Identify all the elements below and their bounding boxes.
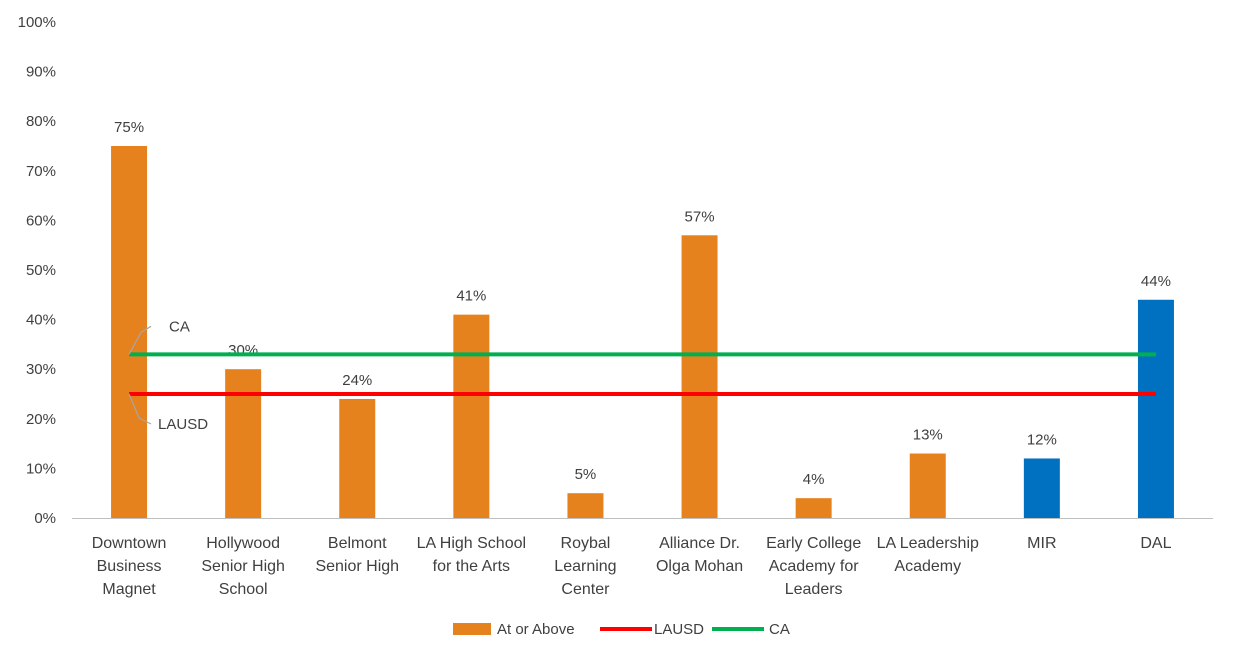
bar <box>909 453 946 518</box>
data-label: 44% <box>1141 273 1171 290</box>
category-label-line: LA Leadership <box>877 535 979 552</box>
data-label: 30% <box>228 342 258 359</box>
category-label-line: Center <box>561 581 610 598</box>
category-label-line: for the Arts <box>433 558 510 575</box>
data-label: 41% <box>456 288 486 305</box>
y-tick-label: 80% <box>26 113 56 130</box>
ca-callout-label: CA <box>169 318 190 335</box>
legend-swatch-at-or-above <box>453 623 491 635</box>
y-tick-label: 30% <box>26 361 56 378</box>
y-tick-label: 70% <box>26 163 56 180</box>
category-label-line: School <box>219 581 268 598</box>
reference-lines: CA LAUSD <box>128 318 1156 433</box>
bar <box>681 235 718 518</box>
y-tick-label: 40% <box>26 312 56 329</box>
category-label: Alliance Dr. Olga Mohan <box>656 535 743 575</box>
y-tick-label: 60% <box>26 212 56 229</box>
category-label-line: Academy <box>894 558 961 575</box>
category-label-line: MIR <box>1027 535 1056 552</box>
y-tick-label: 20% <box>26 411 56 428</box>
category-label: LA Leadership Academy <box>877 535 979 575</box>
category-label-line: Roybal <box>561 535 611 552</box>
legend-label: CA <box>769 621 790 638</box>
category-label: MIR <box>1027 535 1056 552</box>
bar <box>339 398 376 518</box>
category-label: Hollywood Senior High School <box>201 535 285 598</box>
category-label-line: Early College <box>766 535 861 552</box>
lausd-callout-leader <box>128 393 152 425</box>
category-label-line: Learning <box>554 558 616 575</box>
data-label: 4% <box>803 471 825 488</box>
category-label: Early College Academy for Leaders <box>766 535 861 598</box>
y-tick-label: 0% <box>34 510 56 527</box>
bar <box>795 498 832 518</box>
bar <box>1137 299 1174 518</box>
data-labels: 75% 30% 24% 41% 5% 57% 4% 13% 12% 44% <box>114 119 1171 488</box>
legend-label: LAUSD <box>654 621 704 638</box>
y-tick-label: 50% <box>26 262 56 279</box>
category-label-line: Senior High <box>315 558 399 575</box>
y-tick-label: 10% <box>26 460 56 477</box>
category-label: DAL <box>1140 535 1171 552</box>
category-label: Belmont Senior High <box>315 535 399 575</box>
category-label: Downtown Business Magnet <box>92 535 167 598</box>
category-label-line: Senior High <box>201 558 285 575</box>
category-label-line: Olga Mohan <box>656 558 743 575</box>
bar <box>567 493 604 518</box>
data-label: 24% <box>342 372 372 389</box>
lausd-callout-label: LAUSD <box>158 416 208 433</box>
category-label-line: Leaders <box>785 581 843 598</box>
category-label-line: Hollywood <box>206 535 280 552</box>
data-label: 57% <box>685 208 715 225</box>
bar <box>225 369 262 518</box>
category-label-line: Academy for <box>769 558 859 575</box>
data-label: 13% <box>913 427 943 444</box>
category-label: Roybal Learning Center <box>554 535 616 598</box>
category-label-line: LA High School <box>417 535 526 552</box>
data-label: 12% <box>1027 431 1057 448</box>
bars <box>111 146 1174 518</box>
y-tick-label: 100% <box>18 14 56 31</box>
bar <box>1023 458 1060 518</box>
legend: At or Above LAUSD CA <box>453 621 790 638</box>
category-label-line: Business <box>97 558 162 575</box>
ca-callout-leader <box>128 325 152 355</box>
x-axis: Downtown Business Magnet Hollywood Senior Hi… <box>72 518 1213 598</box>
category-label-line: Belmont <box>328 535 387 552</box>
y-axis: 0% 10% 20% 30% 40% 50% 60% 70% 80% 90% 100% <box>18 14 56 527</box>
category-label-line: DAL <box>1140 535 1171 552</box>
category-label-line: Magnet <box>102 581 156 598</box>
data-label: 75% <box>114 119 144 136</box>
category-label-line: Downtown <box>92 535 167 552</box>
data-label: 5% <box>575 466 597 483</box>
bar <box>453 314 490 518</box>
category-label: LA High School for the Arts <box>417 535 526 575</box>
y-tick-label: 90% <box>26 64 56 81</box>
category-label-line: Alliance Dr. <box>659 535 740 552</box>
legend-label: At or Above <box>497 621 575 638</box>
